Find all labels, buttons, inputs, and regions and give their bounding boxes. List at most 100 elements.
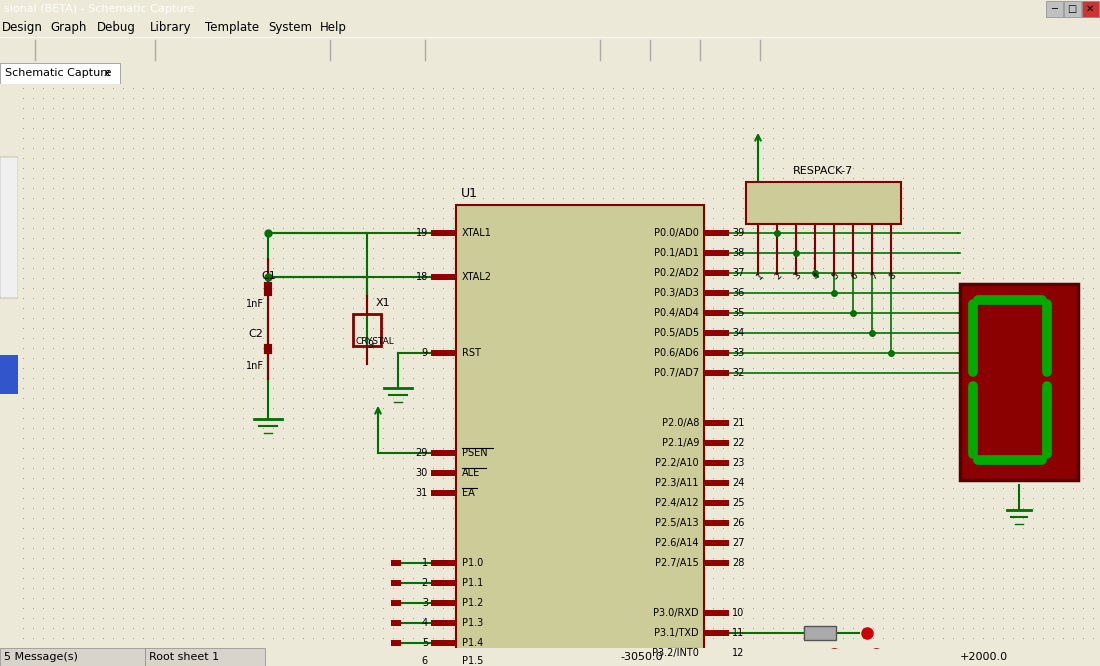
Text: P0.3/AD3: P0.3/AD3 xyxy=(654,288,698,298)
Text: XTAL2: XTAL2 xyxy=(462,272,492,282)
Text: P1.4: P1.4 xyxy=(462,638,483,648)
Text: P0.7/AD7: P0.7/AD7 xyxy=(653,368,698,378)
Text: 18: 18 xyxy=(416,272,428,282)
Text: +2000.0: +2000.0 xyxy=(960,652,1008,662)
Text: 29: 29 xyxy=(416,448,428,458)
Text: P3.2/INT0: P3.2/INT0 xyxy=(652,648,698,658)
Text: 1: 1 xyxy=(755,270,766,281)
Text: Help: Help xyxy=(320,21,346,34)
Bar xyxy=(746,182,901,224)
Text: P3.0/RXD: P3.0/RXD xyxy=(653,608,698,618)
Bar xyxy=(704,460,729,466)
Text: Schematic Capture: Schematic Capture xyxy=(6,69,111,79)
Bar xyxy=(704,500,729,506)
Text: P1.1: P1.1 xyxy=(462,578,483,588)
Bar xyxy=(145,648,265,666)
Text: 10: 10 xyxy=(732,608,745,618)
Text: 6: 6 xyxy=(850,270,860,281)
Bar xyxy=(390,658,402,664)
Text: EA: EA xyxy=(462,488,475,498)
Text: 1: 1 xyxy=(422,558,428,568)
Text: ✕: ✕ xyxy=(1086,4,1094,14)
Text: 39: 39 xyxy=(732,228,745,238)
Text: P2.0/A8: P2.0/A8 xyxy=(661,418,698,428)
Bar xyxy=(704,290,729,296)
Bar xyxy=(431,560,456,566)
Text: RST: RST xyxy=(462,348,481,358)
Text: 26: 26 xyxy=(732,518,745,528)
Bar xyxy=(1064,1,1081,17)
Text: 12: 12 xyxy=(732,648,745,658)
Text: 4: 4 xyxy=(422,618,428,628)
Bar xyxy=(431,350,456,356)
Text: Library: Library xyxy=(150,21,191,34)
Bar xyxy=(704,610,729,616)
Bar xyxy=(704,480,729,486)
Bar xyxy=(390,640,402,646)
Bar xyxy=(431,620,456,626)
Text: 24: 24 xyxy=(732,478,745,488)
Text: P2.3/A11: P2.3/A11 xyxy=(656,478,699,488)
Text: 33: 33 xyxy=(732,348,745,358)
Bar xyxy=(431,490,456,496)
Text: P2.5/A13: P2.5/A13 xyxy=(656,518,699,528)
Text: P2.2/A10: P2.2/A10 xyxy=(656,458,699,468)
Text: 21: 21 xyxy=(732,418,745,428)
Text: Template: Template xyxy=(205,21,260,34)
Text: CRYSTAL: CRYSTAL xyxy=(356,337,395,346)
Text: 28: 28 xyxy=(732,558,745,568)
Bar xyxy=(431,230,456,236)
Bar xyxy=(704,520,729,526)
Text: 35: 35 xyxy=(732,308,745,318)
Text: -3050.0: -3050.0 xyxy=(620,652,662,662)
Bar xyxy=(1046,1,1063,17)
Bar xyxy=(390,620,402,626)
Text: C1: C1 xyxy=(261,271,276,281)
Bar xyxy=(431,640,456,646)
Bar xyxy=(704,540,729,546)
Text: 38: 38 xyxy=(732,248,745,258)
Text: ─: ─ xyxy=(1052,4,1057,14)
Text: 30: 30 xyxy=(416,468,428,478)
Text: 37: 37 xyxy=(732,268,745,278)
Bar xyxy=(390,560,402,566)
Bar xyxy=(390,600,402,606)
Bar xyxy=(960,284,1078,480)
Bar xyxy=(0,157,18,298)
Text: sional (BETA) - Schematic Capture: sional (BETA) - Schematic Capture xyxy=(4,4,195,14)
Text: P1.0: P1.0 xyxy=(462,558,483,568)
Text: P0.1/AD1: P0.1/AD1 xyxy=(654,248,698,258)
Text: ALE: ALE xyxy=(462,468,481,478)
Bar xyxy=(704,230,729,236)
Bar xyxy=(704,350,729,356)
Bar xyxy=(1082,1,1099,17)
Bar xyxy=(704,310,729,316)
Text: U1: U1 xyxy=(461,187,478,200)
Text: P2.6/A14: P2.6/A14 xyxy=(656,538,699,548)
Text: 2: 2 xyxy=(421,578,428,588)
Text: 31: 31 xyxy=(416,488,428,498)
Text: P1.3: P1.3 xyxy=(462,618,483,628)
Text: 6: 6 xyxy=(422,656,428,666)
Text: 2: 2 xyxy=(773,270,784,281)
Text: Debug: Debug xyxy=(97,21,136,34)
Bar xyxy=(704,420,729,426)
Bar xyxy=(704,630,729,636)
Text: Design: Design xyxy=(2,21,43,34)
Text: P1.2: P1.2 xyxy=(462,598,483,608)
Bar xyxy=(704,270,729,276)
Text: 1nF: 1nF xyxy=(246,361,264,371)
Text: System: System xyxy=(268,21,312,34)
Text: 7: 7 xyxy=(869,270,879,281)
Text: P0.2/AD2: P0.2/AD2 xyxy=(653,268,698,278)
Bar xyxy=(431,658,456,664)
Text: 8: 8 xyxy=(888,270,899,281)
Text: x: x xyxy=(104,69,111,79)
Text: P2.4/A12: P2.4/A12 xyxy=(656,498,699,508)
Text: RESPACK-7: RESPACK-7 xyxy=(793,166,854,176)
Text: Graph: Graph xyxy=(50,21,87,34)
Text: 22: 22 xyxy=(732,438,745,448)
Text: 27: 27 xyxy=(732,538,745,548)
Text: 5: 5 xyxy=(421,638,428,648)
Text: X1: X1 xyxy=(376,298,390,308)
